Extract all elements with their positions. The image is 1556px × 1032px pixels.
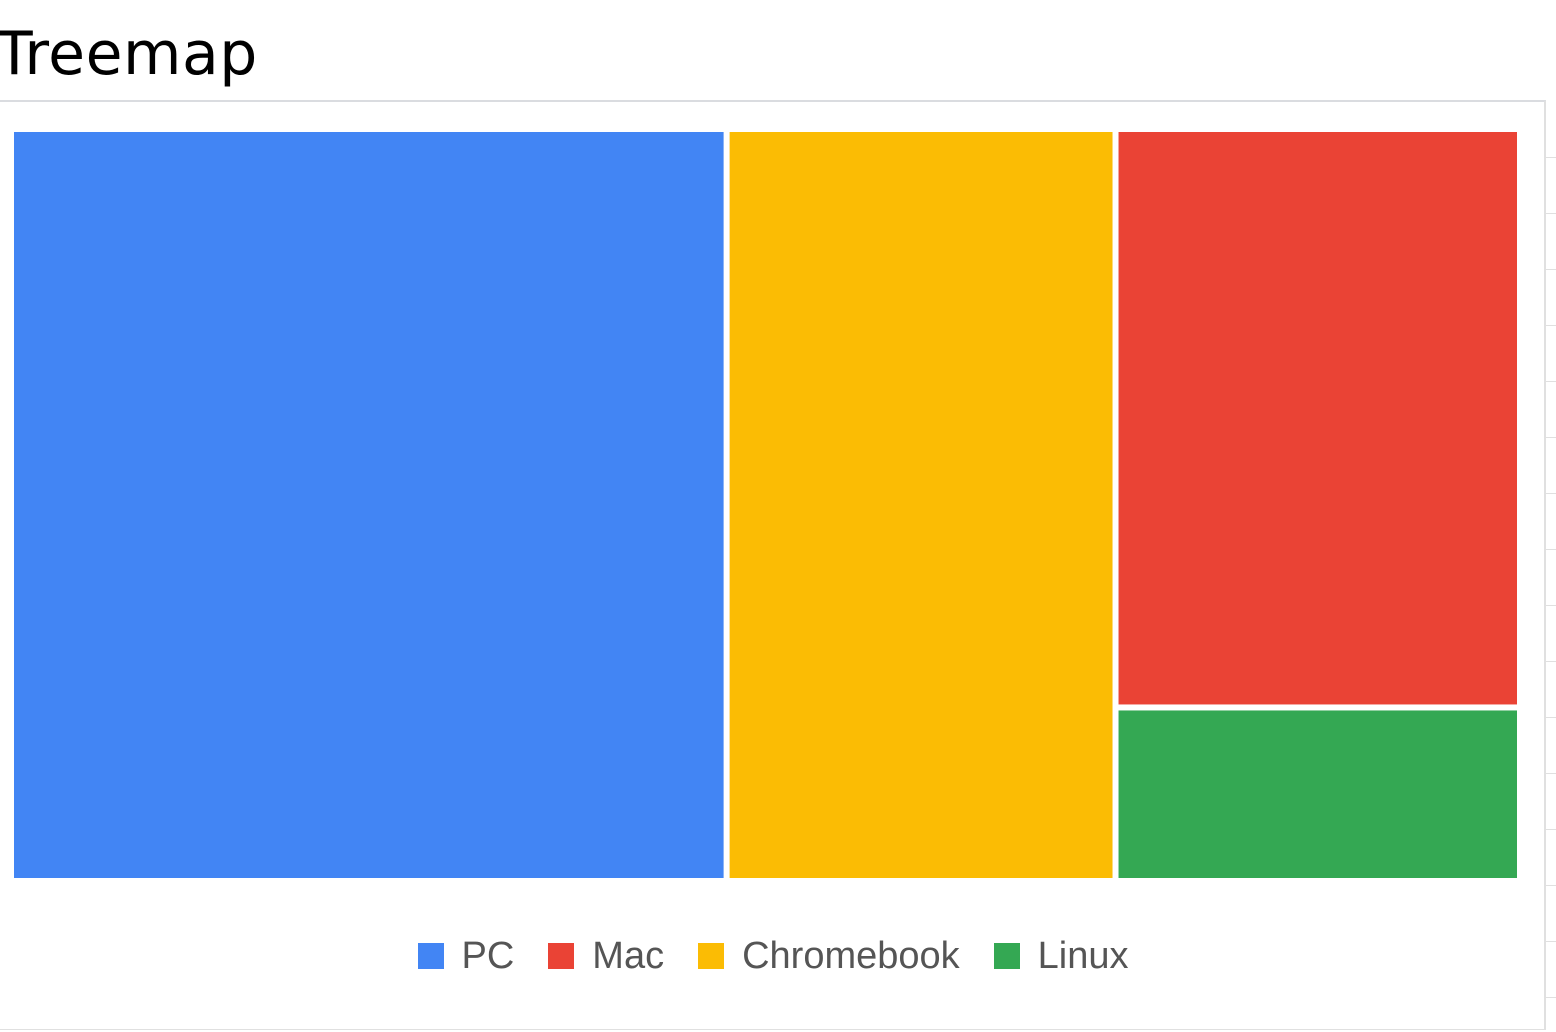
edge-tick xyxy=(1546,717,1556,718)
legend-label-chromebook: Chromebook xyxy=(742,935,960,977)
edge-tick xyxy=(1546,605,1556,606)
edge-tick xyxy=(1546,213,1556,214)
edge-tick xyxy=(1546,325,1556,326)
edge-tick xyxy=(1546,269,1556,270)
treemap-cell-chromebook[interactable] xyxy=(729,132,1113,878)
legend-swatch-linux xyxy=(993,943,1020,969)
treemap-cell-pc[interactable] xyxy=(14,132,724,878)
edge-tick xyxy=(1546,997,1556,998)
edge-tick xyxy=(1546,885,1556,886)
chart-legend: PC Mac Chromebook Linux xyxy=(0,930,1546,982)
legend-item-mac[interactable]: Mac xyxy=(548,930,664,982)
edge-tick xyxy=(1546,661,1556,662)
edge-tick xyxy=(1546,381,1556,382)
legend-label-pc: PC xyxy=(461,935,515,977)
edge-tick xyxy=(1546,773,1556,774)
legend-item-pc[interactable]: PC xyxy=(417,930,515,982)
treemap-cell-linux[interactable] xyxy=(1118,710,1517,878)
legend-label-linux: Linux xyxy=(1037,935,1129,977)
treemap-cell-mac[interactable] xyxy=(1118,132,1517,705)
right-edge-ticks xyxy=(1546,100,1556,1032)
legend-swatch-mac xyxy=(548,943,575,969)
edge-tick xyxy=(1546,493,1556,494)
edge-tick xyxy=(1546,829,1556,830)
legend-swatch-chromebook xyxy=(698,943,725,969)
legend-swatch-pc xyxy=(417,943,444,969)
page-title: Treemap xyxy=(0,19,258,89)
edge-tick xyxy=(1546,157,1556,158)
edge-tick xyxy=(1546,549,1556,550)
edge-tick xyxy=(1546,941,1556,942)
legend-label-mac: Mac xyxy=(592,935,665,977)
legend-item-chromebook[interactable]: Chromebook xyxy=(698,930,960,982)
treemap-chart[interactable] xyxy=(0,100,1546,1032)
edge-tick xyxy=(1546,437,1556,438)
legend-item-linux[interactable]: Linux xyxy=(993,930,1129,982)
